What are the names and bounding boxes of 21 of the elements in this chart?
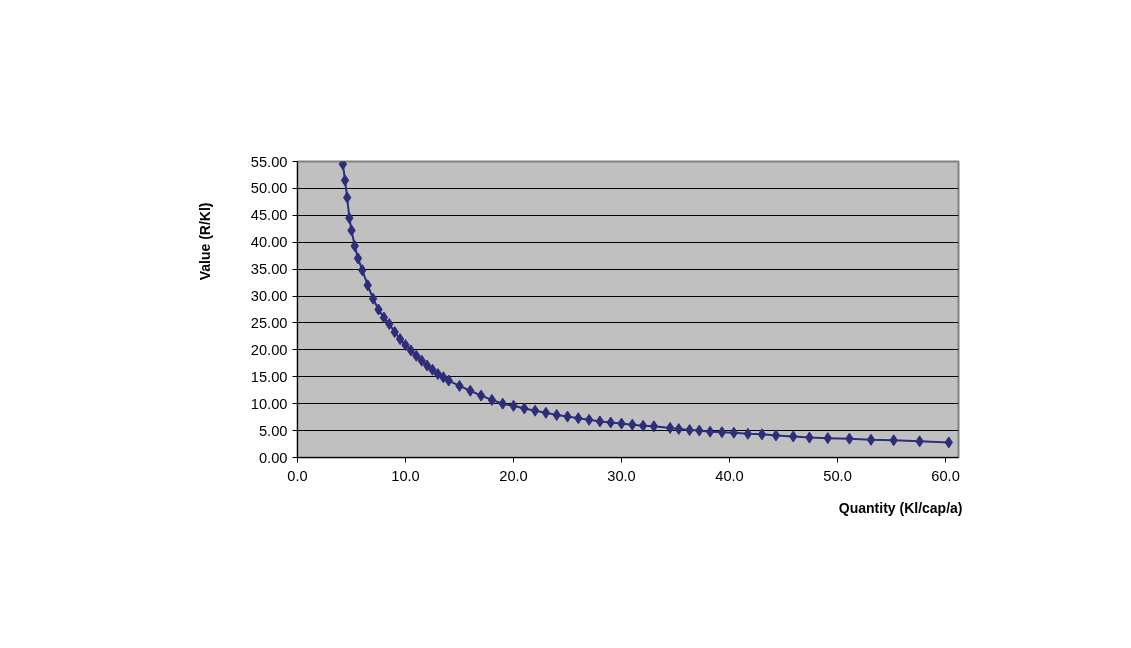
x-tick-label: 0.0 [287, 467, 308, 484]
y-tick-label: 30.00 [250, 288, 288, 305]
y-tick-label: 15.00 [250, 368, 288, 385]
y-tick-label: 35.00 [250, 261, 288, 278]
x-tick-label: 50.0 [823, 467, 852, 484]
y-tick-label: 50.00 [250, 180, 288, 197]
x-axis-title: Quantity (Kl/cap/a) [838, 499, 963, 516]
y-axis-title: Value (R/Kl) [196, 202, 213, 281]
x-tick-label: 40.0 [715, 467, 744, 484]
y-tick-label: 55.00 [250, 153, 288, 170]
y-tick-label: 40.00 [250, 234, 288, 251]
y-tick-label: 0.00 [258, 449, 288, 466]
x-tick-label: 10.0 [391, 467, 420, 484]
y-tick-label: 25.00 [250, 314, 288, 331]
y-tick-label: 10.00 [250, 395, 288, 412]
y-tick-label: 20.00 [250, 341, 288, 358]
y-tick-label: 5.00 [258, 422, 288, 439]
x-tick-label: 30.0 [607, 467, 636, 484]
x-tick-label: 60.0 [931, 467, 960, 484]
y-tick-label: 45.00 [250, 207, 288, 224]
x-tick-label: 20.0 [499, 467, 528, 484]
